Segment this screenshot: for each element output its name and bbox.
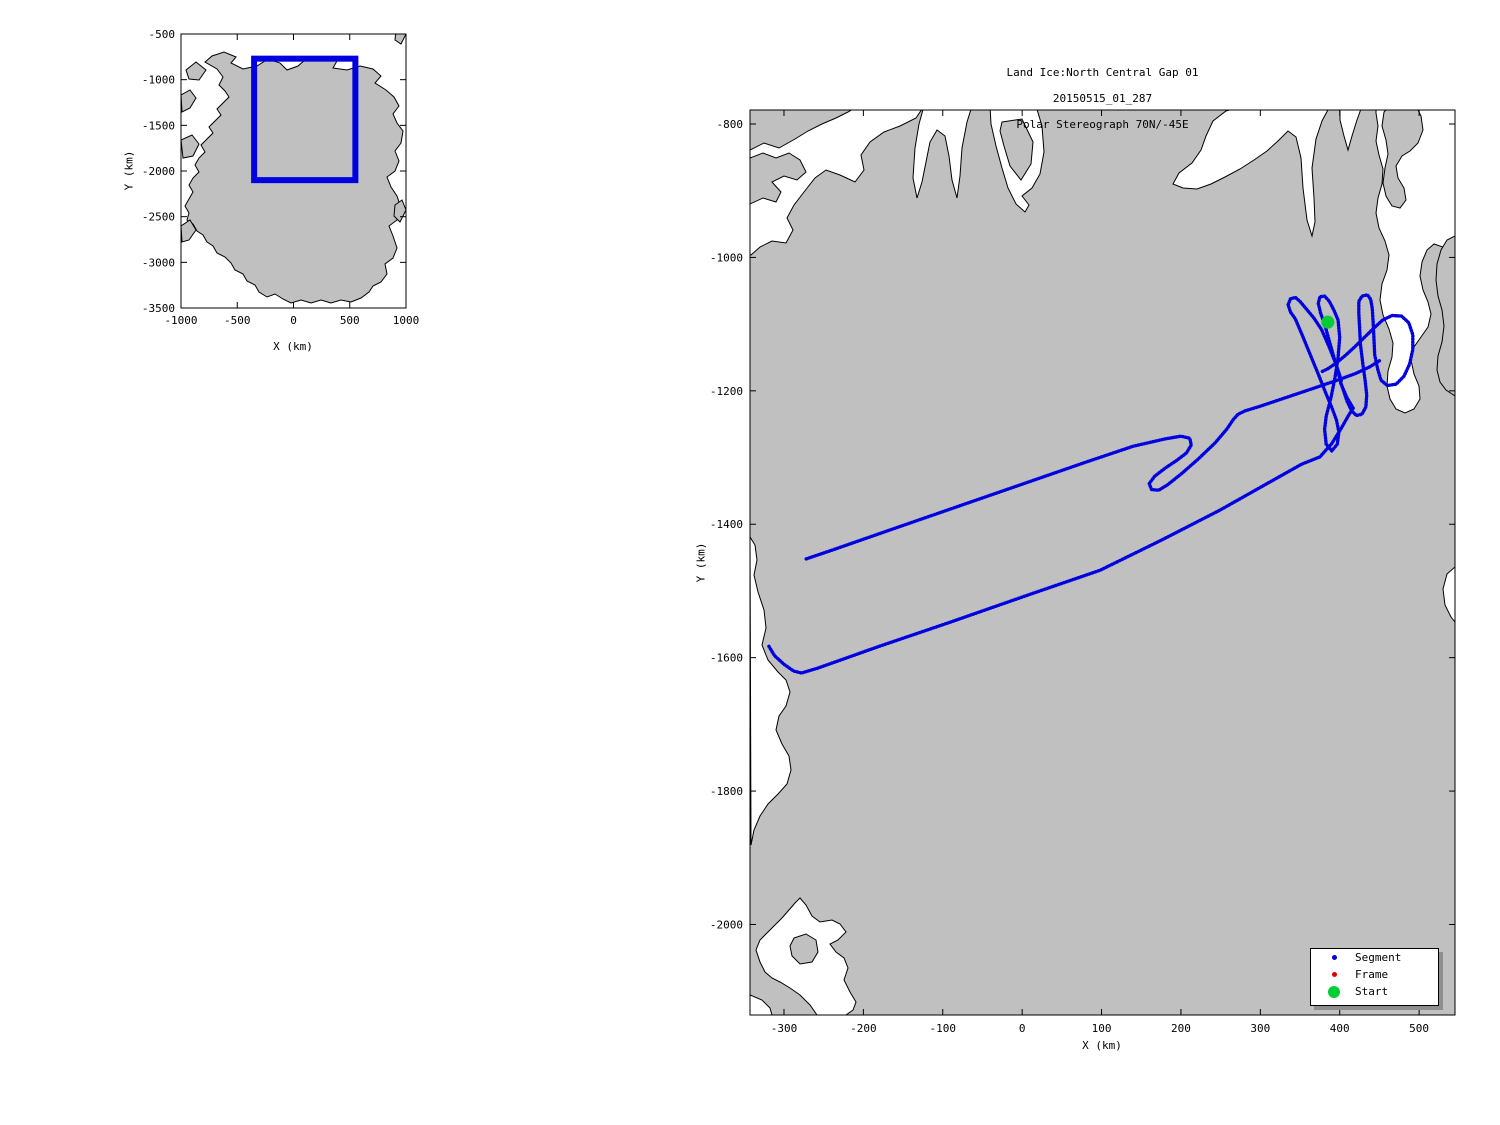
greenland-landmass: [181, 219, 197, 243]
y-tick-label: -800: [717, 118, 744, 131]
land-base: [750, 110, 1455, 1015]
x-tick-label: 500: [1409, 1022, 1429, 1035]
flight-track-segment-1: [767, 293, 1415, 675]
y-tick-label: -2000: [142, 165, 175, 178]
title-line-2: 20150515_01_287: [1052, 92, 1153, 105]
x-tick-label: -200: [850, 1022, 877, 1035]
ocean-fjord: [912, 110, 972, 199]
y-tick-label: -3500: [142, 302, 175, 315]
y-tick-label: -500: [149, 28, 176, 41]
y-tick-label: -2000: [710, 918, 743, 931]
axes-box: [749, 109, 1456, 1016]
title-line-3: Polar Stereograph 70N/-45E: [1016, 118, 1189, 131]
overview-xaxis-label: X (km): [273, 340, 313, 353]
y-tick-label: -1000: [710, 251, 743, 264]
start-blob-icon: [1328, 985, 1340, 998]
greenland-landmass: [181, 89, 197, 113]
greenland-landmass: [185, 61, 207, 81]
x-tick-label: -500: [224, 314, 251, 327]
x-tick-label: 200: [1171, 1022, 1191, 1035]
legend-row-segment: Segment: [1311, 949, 1438, 966]
main-map-group: [750, 110, 1455, 1015]
y-tick-label: -1600: [710, 652, 743, 665]
x-tick-label: 500: [340, 314, 360, 327]
legend-label-start: Start: [1355, 985, 1389, 998]
island: [1381, 110, 1424, 209]
greenland-landmass: [394, 34, 406, 45]
start-marker: [1321, 315, 1335, 329]
y-tick-label: -2500: [142, 211, 175, 224]
island: [750, 152, 807, 205]
x-tick-label: 1000: [393, 314, 420, 327]
y-tick-label: -3000: [142, 256, 175, 269]
x-tick-label: 0: [1019, 1022, 1026, 1035]
greenland-landmass: [393, 199, 406, 223]
legend: Segment Frame Start: [1310, 948, 1439, 1006]
overview-land-group: [181, 34, 406, 304]
ocean-fjord: [750, 110, 922, 256]
y-tick-label: -1400: [710, 518, 743, 531]
x-tick-label: -300: [771, 1022, 798, 1035]
legend-row-start: Start: [1311, 983, 1438, 1000]
y-tick-label: -1800: [710, 785, 743, 798]
ocean-fjord: [1172, 110, 1329, 238]
flight-track-segment-2: [804, 359, 1382, 561]
ocean-fjord: [750, 994, 773, 1015]
island: [789, 933, 819, 965]
ocean-fjord: [1442, 566, 1455, 623]
main-xaxis-label: X (km): [1082, 1039, 1122, 1052]
overview-yaxis-label: Y (km): [122, 150, 136, 191]
ocean-fjord: [1339, 110, 1362, 152]
x-tick-label: -100: [930, 1022, 957, 1035]
main-yaxis-label: Y (km): [694, 542, 708, 583]
island: [999, 118, 1034, 181]
x-tick-label: -1000: [164, 314, 197, 327]
x-tick-label: 0: [290, 314, 297, 327]
y-tick-label: -1500: [142, 119, 175, 132]
ocean-fjord: [750, 536, 792, 846]
title-line-1: Land Ice:North Central Gap 01: [1006, 66, 1199, 79]
greenland-landmass: [181, 134, 200, 159]
legend-label-frame: Frame: [1355, 968, 1389, 981]
x-tick-label: 100: [1092, 1022, 1112, 1035]
x-tick-label: 300: [1250, 1022, 1270, 1035]
island: [1435, 235, 1455, 397]
y-tick-label: -1000: [142, 74, 175, 87]
frame-dot-icon: [1331, 972, 1337, 977]
plot-title: Land Ice:North Central Gap 01 20150515_0…: [750, 66, 1455, 131]
segment-dot-icon: [1331, 955, 1337, 960]
x-tick-label: 400: [1330, 1022, 1350, 1035]
y-tick-label: -1200: [710, 385, 743, 398]
legend-row-frame: Frame: [1311, 966, 1438, 983]
zoom-extent-rect: [251, 55, 359, 184]
legend-label-segment: Segment: [1355, 951, 1402, 964]
